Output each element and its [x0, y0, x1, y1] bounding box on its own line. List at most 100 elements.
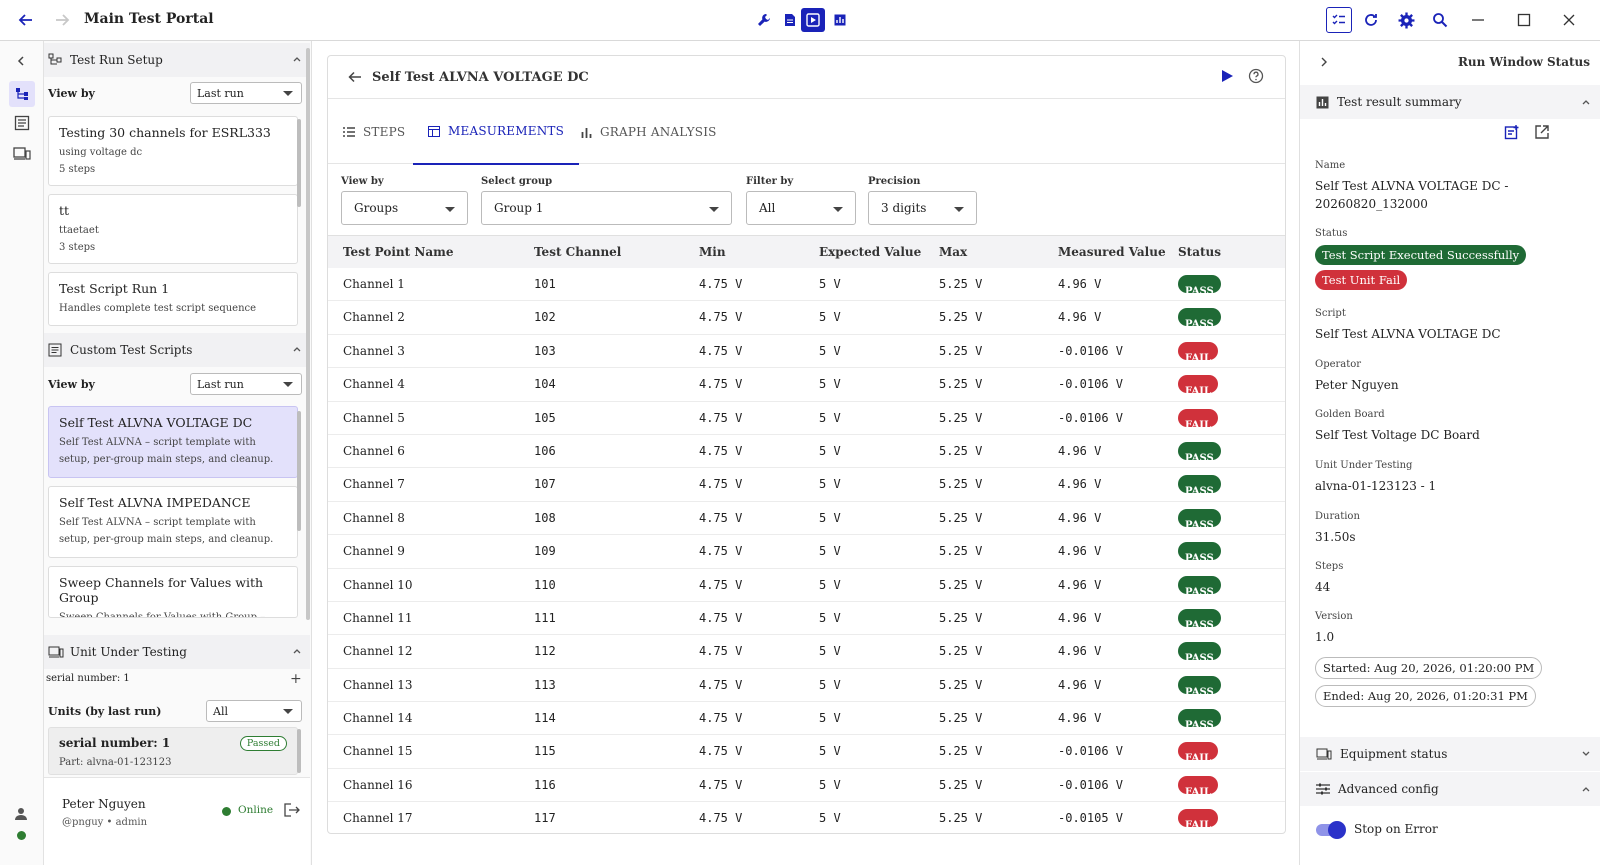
table-row[interactable]: Channel 11 111 4.75 V 5 V 5.25 V 4.96 V PASS: [328, 602, 1285, 636]
expand-chevron-icon[interactable]: [1319, 57, 1329, 67]
chevron-down-icon[interactable]: [1581, 749, 1591, 759]
table-row[interactable]: Channel 7 107 4.75 V 5 V 5.25 V 4.96 V PASS: [328, 468, 1285, 502]
run-window-icon[interactable]: [801, 8, 825, 32]
left-panel-scrollbar[interactable]: [306, 48, 310, 620]
tab-measurements[interactable]: MEASUREMENTS: [413, 99, 580, 165]
scripts-list-icon[interactable]: [14, 115, 30, 131]
cell-ch: 112: [534, 644, 556, 659]
table-row[interactable]: Channel 15 115 4.75 V 5 V 5.25 V -0.0106 V FAI…: [328, 735, 1285, 769]
cell-name: Channel 15: [343, 744, 413, 759]
add-unit-icon[interactable]: +: [290, 671, 302, 687]
export-note-icon[interactable]: [1504, 124, 1520, 140]
column-header[interactable]: Min: [699, 245, 726, 259]
cell-meas: 4.96 V: [1058, 610, 1102, 625]
close-icon[interactable]: [1557, 8, 1581, 32]
maximize-icon[interactable]: [1512, 8, 1536, 32]
tab-graph-analysis[interactable]: GRAPH ANALYSIS: [581, 99, 717, 165]
chevron-up-icon[interactable]: [1581, 784, 1591, 794]
setup-tree-icon[interactable]: [9, 81, 35, 107]
precision-select[interactable]: 3 digits: [868, 191, 977, 225]
forward-arrow-icon[interactable]: [50, 8, 74, 32]
minimize-icon[interactable]: [1466, 8, 1490, 32]
chevron-up-icon[interactable]: [1581, 97, 1591, 107]
logout-icon[interactable]: [284, 803, 300, 817]
user-icon[interactable]: [14, 807, 28, 821]
table-row[interactable]: Channel 5 105 4.75 V 5 V 5.25 V -0.0106 V FAIL: [328, 402, 1285, 435]
custom-scripts-header[interactable]: Custom Test Scripts: [44, 333, 310, 367]
script-card[interactable]: Sweep Channels for Values with Group Swe…: [48, 566, 298, 618]
open-external-icon[interactable]: [1534, 124, 1550, 140]
uut-header[interactable]: Unit Under Testing: [44, 635, 310, 669]
table-row[interactable]: Channel 13 113 4.75 V 5 V 5.25 V 4.96 V PASS: [328, 669, 1285, 703]
view-by-select[interactable]: Groups: [341, 191, 468, 225]
advanced-config-header[interactable]: Advanced config: [1300, 772, 1600, 806]
field-label: Steps: [1315, 561, 1344, 572]
search-icon[interactable]: [1428, 8, 1452, 32]
table-row[interactable]: Channel 17 117 4.75 V 5 V 5.25 V -0.0105 V FAI…: [328, 802, 1285, 833]
scripts-scrollbar[interactable]: [297, 411, 301, 531]
cell-exp: 5 V: [819, 777, 841, 792]
chevron-up-icon[interactable]: [292, 344, 302, 354]
table-row[interactable]: Channel 12 112 4.75 V 5 V 5.25 V 4.96 V PASS: [328, 635, 1285, 669]
tab-steps[interactable]: STEPS: [343, 99, 405, 165]
script-card[interactable]: Self Test ALVNA IMPEDANCE Self Test ALVN…: [48, 486, 298, 558]
document-icon[interactable]: [778, 8, 802, 32]
column-header[interactable]: Test Point Name: [343, 245, 454, 259]
help-icon[interactable]: [1248, 68, 1264, 84]
devices-icon[interactable]: [13, 146, 31, 162]
filter-label: Select group: [481, 176, 553, 187]
collapse-chevron-icon[interactable]: [15, 55, 27, 67]
table-row[interactable]: Channel 10 110 4.75 V 5 V 5.25 V 4.96 V PASS: [328, 569, 1285, 602]
cell-exp: 5 V: [819, 510, 841, 525]
back-arrow-icon[interactable]: [348, 70, 362, 84]
card-title: Test Script Run 1: [59, 281, 170, 296]
setup-card[interactable]: tt ttaetaet 3 steps: [48, 194, 298, 264]
stop-on-error-toggle[interactable]: [1316, 821, 1346, 839]
test-run-setup-header[interactable]: Test Run Setup: [44, 43, 310, 77]
online-dot-icon: [17, 831, 26, 840]
unit-card[interactable]: serial number: 1 Part: alvna-01-123123 P…: [48, 727, 298, 775]
cell-min: 4.75 V: [699, 711, 743, 726]
table-row[interactable]: Channel 2 102 4.75 V 5 V 5.25 V 4.96 V PASS: [328, 301, 1285, 335]
table-row[interactable]: Channel 8 108 4.75 V 5 V 5.25 V 4.96 V PASS: [328, 502, 1285, 536]
cell-min: 4.75 V: [699, 811, 743, 826]
equipment-status-header[interactable]: Equipment status: [1300, 737, 1600, 771]
gear-icon[interactable]: [1394, 8, 1418, 32]
table-row[interactable]: Channel 14 114 4.75 V 5 V 5.25 V 4.96 V PASS: [328, 702, 1285, 736]
run-play-icon[interactable]: [1220, 69, 1234, 83]
script-card-selected[interactable]: Self Test ALVNA VOLTAGE DC Self Test ALV…: [48, 406, 298, 478]
column-header[interactable]: Max: [939, 245, 968, 259]
table-row[interactable]: Channel 16 116 4.75 V 5 V 5.25 V -0.0106 V FAI…: [328, 769, 1285, 803]
table-row[interactable]: Channel 4 104 4.75 V 5 V 5.25 V -0.0106 V FAIL: [328, 368, 1285, 402]
table-row[interactable]: Channel 1 101 4.75 V 5 V 5.25 V 4.96 V PASS: [328, 268, 1285, 302]
group-select[interactable]: Group 1: [481, 191, 732, 225]
column-header[interactable]: Expected Value: [819, 245, 922, 259]
column-header[interactable]: Measured Value: [1058, 245, 1166, 259]
filter-by-select[interactable]: All: [746, 191, 856, 225]
setup-scrollbar[interactable]: [297, 119, 301, 207]
table-row[interactable]: Channel 9 109 4.75 V 5 V 5.25 V 4.96 V PASS: [328, 535, 1285, 569]
cell-name: Channel 4: [343, 377, 405, 392]
user-footer: Peter Nguyen @pnguy • admin Online: [44, 777, 310, 865]
summary-header[interactable]: Test result summary: [1300, 85, 1600, 119]
checklist-icon[interactable]: [1326, 7, 1352, 33]
table-row[interactable]: Channel 3 103 4.75 V 5 V 5.25 V -0.0106 V FAIL: [328, 335, 1285, 369]
back-arrow-icon[interactable]: [14, 8, 38, 32]
chart-icon[interactable]: [828, 8, 852, 32]
version-field: Version 1.0: [1315, 611, 1585, 646]
units-scrollbar[interactable]: [297, 729, 301, 773]
setup-view-by-select[interactable]: Last run: [190, 82, 302, 104]
units-select[interactable]: All: [206, 700, 302, 722]
setup-card[interactable]: Test Script Run 1 Handles complete test …: [48, 272, 298, 326]
chevron-up-icon[interactable]: [292, 646, 302, 656]
column-header[interactable]: Test Channel: [534, 245, 622, 259]
table-row[interactable]: Channel 6 106 4.75 V 5 V 5.25 V 4.96 V PASS: [328, 435, 1285, 469]
cell-meas: 4.96 V: [1058, 310, 1102, 325]
setup-card[interactable]: Testing 30 channels for ESRL333 using vo…: [48, 116, 298, 186]
refresh-icon[interactable]: [1359, 8, 1383, 32]
column-header[interactable]: Status: [1178, 245, 1222, 259]
wrench-icon[interactable]: [752, 8, 776, 32]
custom-view-by-select[interactable]: Last run: [190, 373, 302, 395]
chevron-up-icon[interactable]: [292, 54, 302, 64]
devices-icon: [1316, 748, 1332, 761]
